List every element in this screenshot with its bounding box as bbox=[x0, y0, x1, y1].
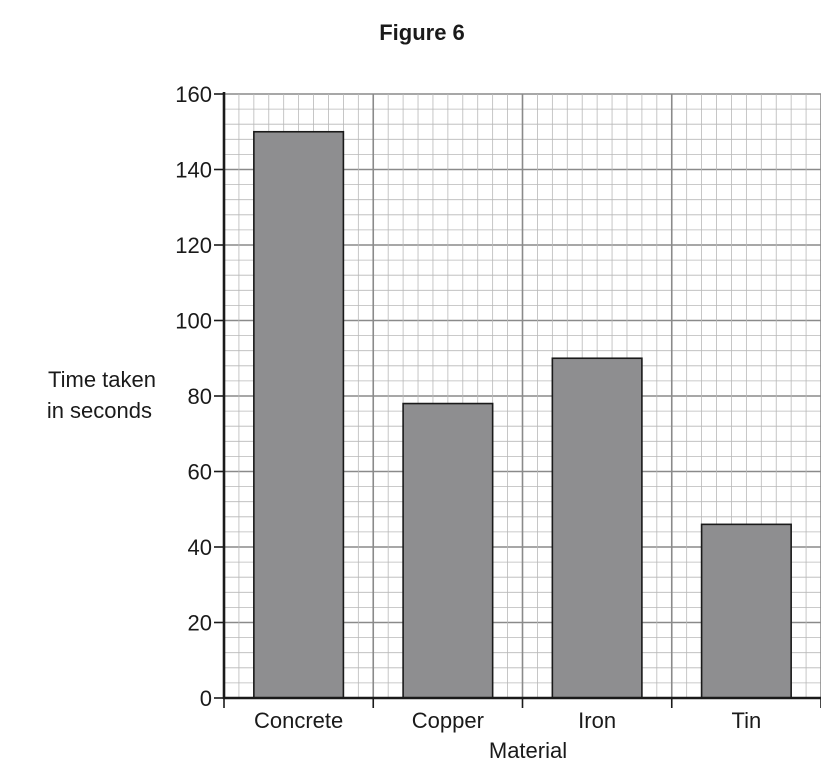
figure-title: Figure 6 bbox=[379, 20, 465, 45]
y-axis-title-line-2: in seconds bbox=[47, 398, 152, 423]
y-tick-label: 160 bbox=[175, 82, 212, 107]
y-axis-title-line-1: Time taken bbox=[48, 367, 156, 392]
y-tick-label: 80 bbox=[188, 384, 212, 409]
y-tick-label: 40 bbox=[188, 535, 212, 560]
y-tick-label: 60 bbox=[188, 460, 212, 485]
bar-tin bbox=[700, 523, 792, 699]
x-category-label: Iron bbox=[578, 708, 616, 733]
x-category-labels: Concrete Copper Iron Tin bbox=[223, 698, 821, 733]
y-tick-label: 100 bbox=[175, 309, 212, 334]
y-tick-label: 20 bbox=[188, 611, 212, 636]
x-category-label: Concrete bbox=[254, 708, 343, 733]
bars bbox=[253, 130, 792, 699]
x-category-label: Tin bbox=[732, 708, 762, 733]
bar-concrete bbox=[253, 130, 345, 699]
bar-iron bbox=[551, 357, 643, 699]
y-tick-labels: 0 20 40 60 80 100 120 140 160 bbox=[175, 82, 224, 711]
y-tick-label: 0 bbox=[200, 686, 212, 711]
bar-copper bbox=[402, 402, 494, 699]
y-tick-label: 120 bbox=[175, 233, 212, 258]
x-category-label: Copper bbox=[412, 708, 484, 733]
x-axis-title: Material bbox=[489, 738, 567, 763]
y-tick-label: 140 bbox=[175, 158, 212, 183]
